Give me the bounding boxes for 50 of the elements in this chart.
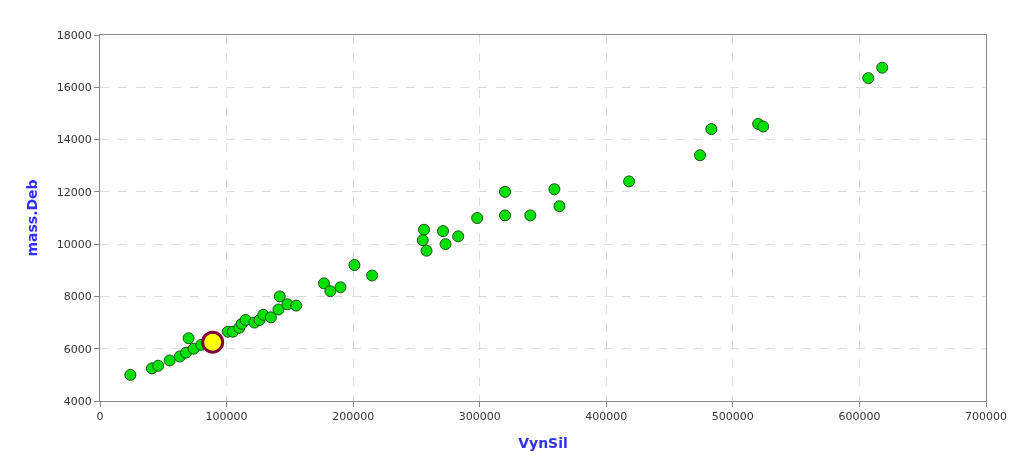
point — [876, 61, 889, 74]
x-tick-label: 300000 — [458, 410, 501, 424]
y-tick-label: 12000 — [56, 185, 92, 199]
point — [437, 225, 450, 238]
point — [524, 209, 537, 222]
point — [693, 149, 706, 162]
x-tick-label: 600000 — [838, 410, 881, 424]
point — [623, 175, 636, 188]
point — [182, 332, 195, 345]
x-tick-label: 0 — [96, 410, 104, 424]
point — [273, 290, 286, 303]
point — [124, 368, 137, 381]
point — [548, 183, 561, 196]
x-axis-title: VynSil — [518, 434, 568, 451]
point — [420, 244, 433, 257]
y-tick-label: 14000 — [56, 133, 92, 147]
point — [416, 234, 429, 247]
point — [272, 303, 285, 316]
point — [264, 311, 277, 324]
y-tick-label: 18000 — [56, 28, 92, 42]
x-tick-label: 400000 — [585, 410, 628, 424]
point — [290, 299, 303, 312]
y-tick-label: 4000 — [63, 394, 92, 408]
point — [201, 330, 225, 354]
point — [452, 230, 465, 243]
point — [418, 223, 431, 236]
point — [366, 269, 379, 282]
y-tick-label: 8000 — [63, 290, 92, 304]
point — [152, 359, 165, 372]
point — [334, 281, 347, 294]
y-tick-label: 6000 — [63, 342, 92, 356]
x-tick-label: 100000 — [205, 410, 248, 424]
x-tick-label: 200000 — [332, 410, 375, 424]
point — [471, 212, 484, 224]
point — [499, 185, 512, 198]
point — [439, 238, 452, 251]
x-tick-label: 500000 — [711, 410, 754, 424]
point — [705, 123, 718, 136]
y-tick-label: 16000 — [56, 81, 92, 95]
point — [348, 259, 361, 272]
y-tick-label: 10000 — [56, 237, 92, 251]
point — [318, 277, 331, 290]
point — [862, 72, 875, 85]
point — [163, 354, 176, 367]
point — [553, 200, 566, 213]
point — [757, 120, 770, 133]
y-axis-title: mass.Deb — [24, 179, 41, 257]
point — [499, 209, 512, 222]
x-tick-label: 700000 — [965, 410, 1007, 424]
point — [324, 285, 337, 298]
